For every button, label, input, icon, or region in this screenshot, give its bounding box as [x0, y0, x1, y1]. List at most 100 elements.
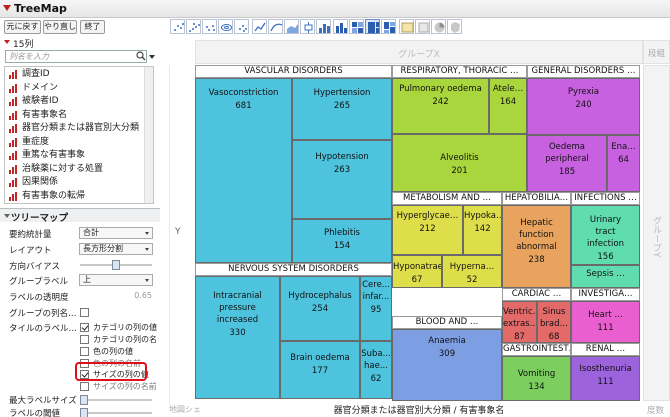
list-item[interactable]: 有害事象の転帰: [5, 190, 145, 203]
treemap-tile[interactable]: Ena… 64: [607, 135, 640, 192]
treemap-panel-header[interactable]: ツリーマップ: [0, 208, 160, 224]
group-label-select[interactable]: 上: [79, 274, 153, 286]
max-label-size-slider[interactable]: [80, 395, 152, 405]
box-plot-icon[interactable]: [300, 19, 315, 34]
direction-bias-slider[interactable]: [80, 260, 152, 270]
slider-thumb[interactable]: [80, 408, 88, 417]
treemap-tile[interactable]: Hepatic function abnormal 238: [502, 205, 571, 288]
treemap-tile[interactable]: Ventric… extras… 87: [502, 301, 537, 343]
pie-chart-icon[interactable]: [431, 19, 446, 34]
treemap-tile[interactable]: Oedema peripheral 185: [527, 135, 607, 192]
filter-options-dropdown-icon[interactable]: [149, 55, 155, 59]
treemap-group[interactable]: VASCULAR DISORDERS Vasoconstriction 681 Hyp…: [195, 65, 392, 263]
group-column-name-checkbox[interactable]: [80, 308, 89, 317]
treemap-tile[interactable]: Isosthenuria 111: [571, 356, 640, 401]
treemap-icon[interactable]: [365, 19, 380, 34]
list-item[interactable]: 重症度: [5, 136, 145, 149]
treemap-tile[interactable]: Hydrocephalus 254: [280, 276, 360, 341]
redo-button[interactable]: やり直し: [43, 20, 77, 34]
treemap-tile[interactable]: Hyponatrae… 67: [392, 255, 442, 288]
treemap-tile[interactable]: Anaemia 309: [392, 329, 502, 401]
treemap-group[interactable]: CARDIAC … Ventric… extras… 87 Sinus brad… 68: [502, 288, 571, 343]
slider-thumb[interactable]: [80, 395, 88, 405]
list-item[interactable]: 器官分類または器官別大分類: [5, 122, 145, 135]
column-list-scrollbar[interactable]: [144, 67, 153, 203]
label-threshold-slider[interactable]: [80, 408, 152, 417]
treemap-group[interactable]: GENERAL DISORDERS … Pyrexia 240 Oedema perip…: [527, 65, 640, 192]
scatter-plot-icon[interactable]: [170, 19, 185, 34]
treemap-group[interactable]: GASTROINTEST… Vomiting 134: [502, 343, 571, 401]
treemap-tile[interactable]: Cere... infar... 95: [360, 276, 392, 341]
red-triangle-menu-icon[interactable]: [3, 5, 11, 11]
undo-button[interactable]: 元に戻す: [4, 20, 41, 34]
list-item[interactable]: ドメイン: [5, 82, 145, 95]
summary-statistic-select[interactable]: 合計: [79, 227, 153, 239]
option-checkbox-size-name[interactable]: [80, 382, 89, 391]
label-transparency-value[interactable]: 0.65: [134, 291, 152, 300]
mosaic-icon[interactable]: [381, 19, 396, 34]
points-icon[interactable]: [186, 19, 201, 34]
treemap-group[interactable]: RESPIRATORY, THORACIC … Pulmonary oedema 2…: [392, 65, 527, 192]
list-item[interactable]: 調査ID: [5, 68, 145, 81]
bar-chart-icon[interactable]: [333, 19, 348, 34]
done-button[interactable]: 終了: [80, 20, 105, 34]
treemap-tile[interactable]: Hyperglycae… 212: [392, 205, 463, 255]
treemap-tile[interactable]: Urinary tract infection 156: [571, 205, 640, 265]
formula-icon[interactable]: [415, 19, 430, 34]
option-checkbox-color-value[interactable]: [80, 347, 89, 356]
treemap-tile[interactable]: Hypotension 263: [292, 140, 392, 219]
collapse-red-triangle-icon[interactable]: [4, 40, 10, 44]
treemap-tile[interactable]: Intracranial pressure increased 330: [195, 276, 280, 399]
group-y-drop-zone[interactable]: グループY: [643, 65, 670, 401]
list-item[interactable]: 因果関係: [5, 176, 145, 189]
smooth-line-icon[interactable]: [268, 19, 283, 34]
map-shape-icon[interactable]: [447, 19, 462, 34]
caption-box-icon[interactable]: [399, 19, 414, 34]
treemap-tile[interactable]: Phlebitis 154: [292, 219, 392, 263]
treemap-tile[interactable]: Pyrexia 240: [527, 78, 640, 135]
treemap-tile[interactable]: Vomiting 134: [502, 356, 571, 401]
heatmap-icon[interactable]: [349, 19, 364, 34]
treemap-group[interactable]: METABOLISM AND … Hyperglycae… 212 Hypoka… 14…: [392, 192, 502, 288]
search-icon[interactable]: [136, 51, 146, 61]
treemap-chart[interactable]: VASCULAR DISORDERS Vasoconstriction 681 Hyp…: [195, 65, 643, 401]
slider-thumb[interactable]: [112, 260, 120, 270]
option-checkbox-category-name[interactable]: [80, 335, 89, 344]
group-x-drop-zone[interactable]: グループX: [195, 40, 643, 64]
treemap-group[interactable]: BLOOD AND … Anaemia 309: [392, 316, 502, 401]
column-filter-input[interactable]: [5, 50, 147, 63]
treemap-tile[interactable]: Sepsis …: [571, 265, 640, 288]
wrap-drop-zone[interactable]: 段組: [643, 40, 670, 64]
x-axis-drop-zone[interactable]: 器官分類または器官別大分類 / 有害事象名: [195, 401, 643, 416]
treemap-tile[interactable]: Hyperna… 52: [442, 255, 502, 288]
treemap-tile[interactable]: Vasoconstriction 681: [195, 78, 292, 263]
treemap-tile[interactable]: Heart … 111: [571, 301, 640, 343]
y-drop-zone[interactable]: [169, 65, 193, 405]
density-icon[interactable]: [234, 19, 249, 34]
treemap-tile[interactable]: Brain oedema 177: [280, 341, 360, 399]
line-chart-icon[interactable]: [252, 19, 267, 34]
contour-icon[interactable]: [218, 19, 233, 34]
treemap-group[interactable]: NERVOUS SYSTEM DISORDERS Intracranial pres…: [195, 263, 392, 399]
collapse-icon[interactable]: [4, 214, 10, 218]
treemap-group[interactable]: HEPATOBILIA… Hepatic function abnormal 238: [502, 192, 571, 288]
treemap-group[interactable]: RENAL … Isosthenuria 111: [571, 343, 640, 401]
option-checkbox-category-value[interactable]: [80, 323, 89, 332]
histogram-icon[interactable]: [316, 19, 331, 34]
treemap-tile[interactable]: Alveolitis 201: [392, 134, 527, 192]
treemap-tile[interactable]: Hypoka… 142: [463, 205, 502, 255]
list-item[interactable]: 治験薬に対する処置: [5, 163, 145, 176]
treemap-group[interactable]: INVESTIGA… Heart … 111: [571, 288, 640, 343]
list-item[interactable]: 重篤な有害事象: [5, 149, 145, 162]
jitter-icon[interactable]: [202, 19, 217, 34]
treemap-tile[interactable]: Pulmonary oedema 242: [392, 78, 489, 134]
treemap-tile[interactable]: Hypertension 265: [292, 78, 392, 140]
list-item[interactable]: 被験者ID: [5, 95, 145, 108]
treemap-tile[interactable]: Sinus brad… 68: [537, 301, 571, 343]
layout-select[interactable]: 長方形分割: [79, 243, 153, 255]
treemap-tile[interactable]: Atele… 164: [489, 78, 527, 134]
list-item[interactable]: 有害事象名: [5, 109, 145, 122]
option-checkbox-size-value[interactable]: [80, 370, 89, 379]
treemap-tile[interactable]: Suba... hae... 62: [360, 341, 392, 399]
treemap-group[interactable]: INFECTIONS … Urinary tract infection 156 Seps…: [571, 192, 640, 288]
